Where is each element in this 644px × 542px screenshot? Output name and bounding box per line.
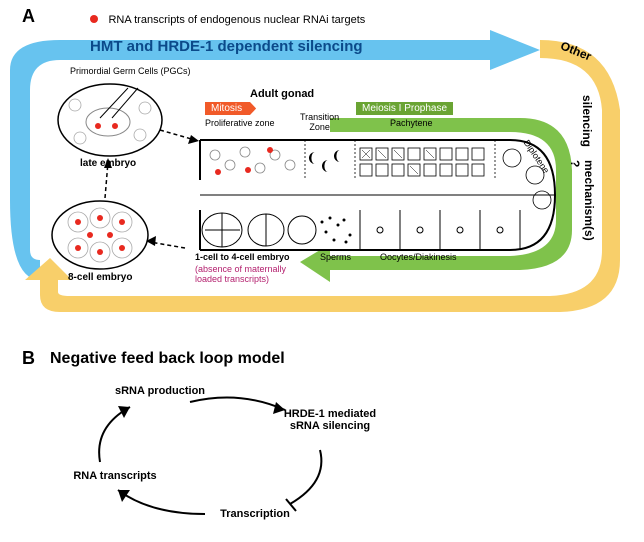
oocytes-label: Oocytes/Diakinesis [380, 252, 457, 262]
mitosis-badge: Mitosis [205, 102, 256, 115]
gonad-tube [200, 140, 555, 250]
proliferative-label: Proliferative zone [205, 118, 275, 128]
node-transcription: Transcription [195, 508, 315, 520]
node-hrde: HRDE-1 mediated sRNA silencing [260, 408, 400, 432]
eight-cell-embryo [52, 201, 148, 269]
embryo-sub-label: (absence of maternally loaded transcript… [195, 264, 286, 284]
sperms-label: Sperms [320, 252, 351, 262]
meiosis-text: Meiosis I Prophase [362, 103, 447, 114]
pgc-label: Primordial Germ Cells (PGCs) [70, 66, 191, 76]
panel-b-title: Negative feed back loop model [50, 350, 285, 368]
meiosis-badge: Meiosis I Prophase [356, 102, 453, 115]
late-embryo-label: late embryo [80, 158, 136, 169]
transition-label: Transition Zone [300, 112, 339, 132]
mitosis-text: Mitosis [211, 103, 242, 114]
pachytene-label: Pachytene [390, 118, 433, 128]
yellow-arc-label-3: mechanism(s) ? [568, 160, 596, 241]
node-transcripts: RNA transcripts [55, 470, 175, 482]
panel-b-label: B [22, 348, 35, 369]
blue-arc-label: HMT and HRDE-1 dependent silencing [90, 38, 363, 55]
embryo-1to4-label: 1-cell to 4-cell embryo [195, 252, 290, 262]
node-srna-production: sRNA production [95, 385, 225, 397]
yellow-arc-label-2: silencing [580, 95, 594, 147]
late-embryo [58, 84, 162, 156]
eight-cell-label: 8-cell embryo [68, 272, 132, 283]
adult-gonad-label: Adult gonad [250, 88, 314, 100]
